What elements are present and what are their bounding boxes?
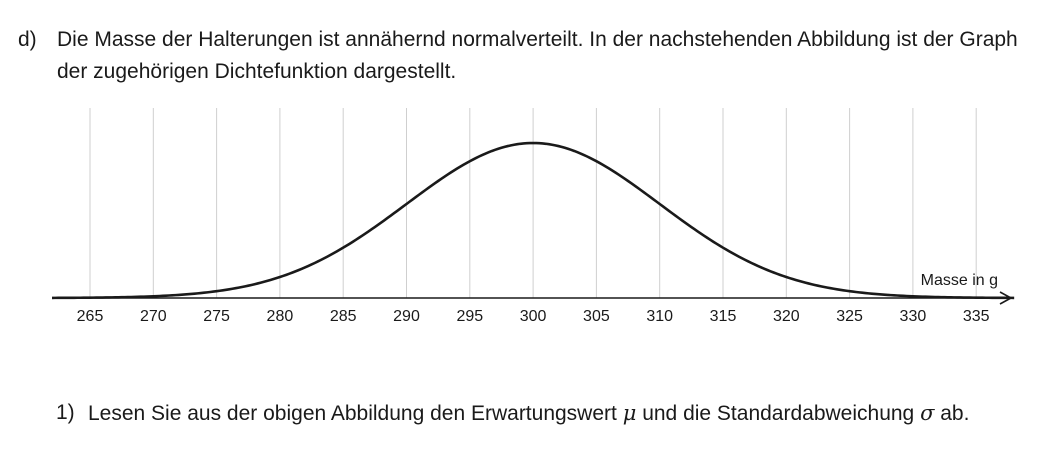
subtask-text-part-2: und die Standardabweichung [636, 402, 921, 425]
tick-label-285: 285 [330, 308, 357, 325]
x-axis-label: Masse in g [921, 272, 998, 289]
tick-label-270: 270 [140, 308, 167, 325]
tick-label-315: 315 [710, 308, 737, 325]
density-chart: 265 270 275 280 285 290 295 300 305 310 315 320 325 3… [52, 108, 1015, 325]
tick-label-295: 295 [456, 308, 483, 325]
tick-label-290: 290 [393, 308, 420, 325]
tick-label-335: 335 [963, 308, 990, 325]
subtask-text-part-3: ab. [934, 402, 970, 425]
grid-lines [89, 108, 977, 298]
mu-symbol: μ [622, 401, 637, 425]
tick-label-265: 265 [77, 308, 104, 325]
tick-label-280: 280 [267, 308, 294, 325]
tick-label-305: 305 [583, 308, 610, 325]
tick-label-325: 325 [836, 308, 863, 325]
subtask-text-part-1: Lesen Sie aus der obigen Abbildung den E… [88, 402, 623, 425]
density-curve [52, 141, 1015, 300]
tick-label-330: 330 [900, 308, 927, 325]
tick-label-275: 275 [203, 308, 230, 325]
subtask-label: 1) [56, 401, 75, 424]
tick-label-300: 300 [520, 308, 547, 325]
task-label: d) [18, 28, 37, 51]
tick-labels: 265 270 275 280 285 290 295 300 305 310 315 320 325 3… [77, 308, 990, 325]
task-text: Die Masse der Halterungen ist annähernd … [57, 28, 1018, 83]
subtask-text: Lesen Sie aus der obigen Abbildung den E… [88, 397, 1028, 430]
sigma-symbol: σ [920, 401, 935, 425]
tick-label-320: 320 [773, 308, 800, 325]
tick-label-310: 310 [646, 308, 673, 325]
